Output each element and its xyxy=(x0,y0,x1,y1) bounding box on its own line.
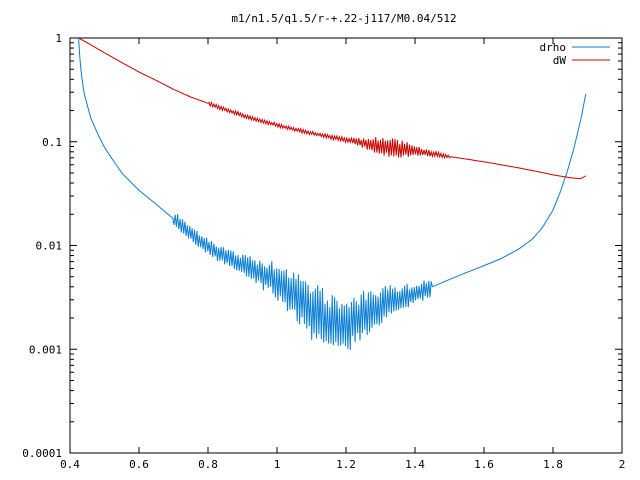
y-tick-label: 0.01 xyxy=(36,240,63,253)
series-line-dW xyxy=(78,37,587,180)
y-tick-label: 0.0001 xyxy=(22,447,62,460)
x-tick-label: 0.4 xyxy=(60,458,80,471)
x-tick-label: 0.6 xyxy=(129,458,149,471)
legend-label: dW xyxy=(553,54,567,67)
legend-label: drho xyxy=(540,41,567,54)
x-axis: 0.4 0.6 0.8 1 1.2 1.4 1.6 1.8 2 xyxy=(60,38,625,471)
series-line-drho xyxy=(78,37,587,351)
x-tick-label: 1.8 xyxy=(543,458,563,471)
y-tick-label: 0.1 xyxy=(42,136,62,149)
x-tick-label: 2 xyxy=(619,458,626,471)
y-axis: 1 0.1 0.01 0.001 0.0001 xyxy=(22,32,622,460)
chart-title: m1/n1.5/q1.5/r-+.22-j117/M0.04/512 xyxy=(231,12,456,25)
x-tick-label: 1.6 xyxy=(474,458,494,471)
y-tick-label: 1 xyxy=(55,32,62,45)
series-layer xyxy=(78,37,587,351)
y-tick-label: 0.001 xyxy=(29,343,62,356)
x-tick-label: 1 xyxy=(274,458,281,471)
x-tick-label: 1.4 xyxy=(405,458,425,471)
x-tick-label: 1.2 xyxy=(336,458,356,471)
x-tick-label: 0.8 xyxy=(198,458,218,471)
